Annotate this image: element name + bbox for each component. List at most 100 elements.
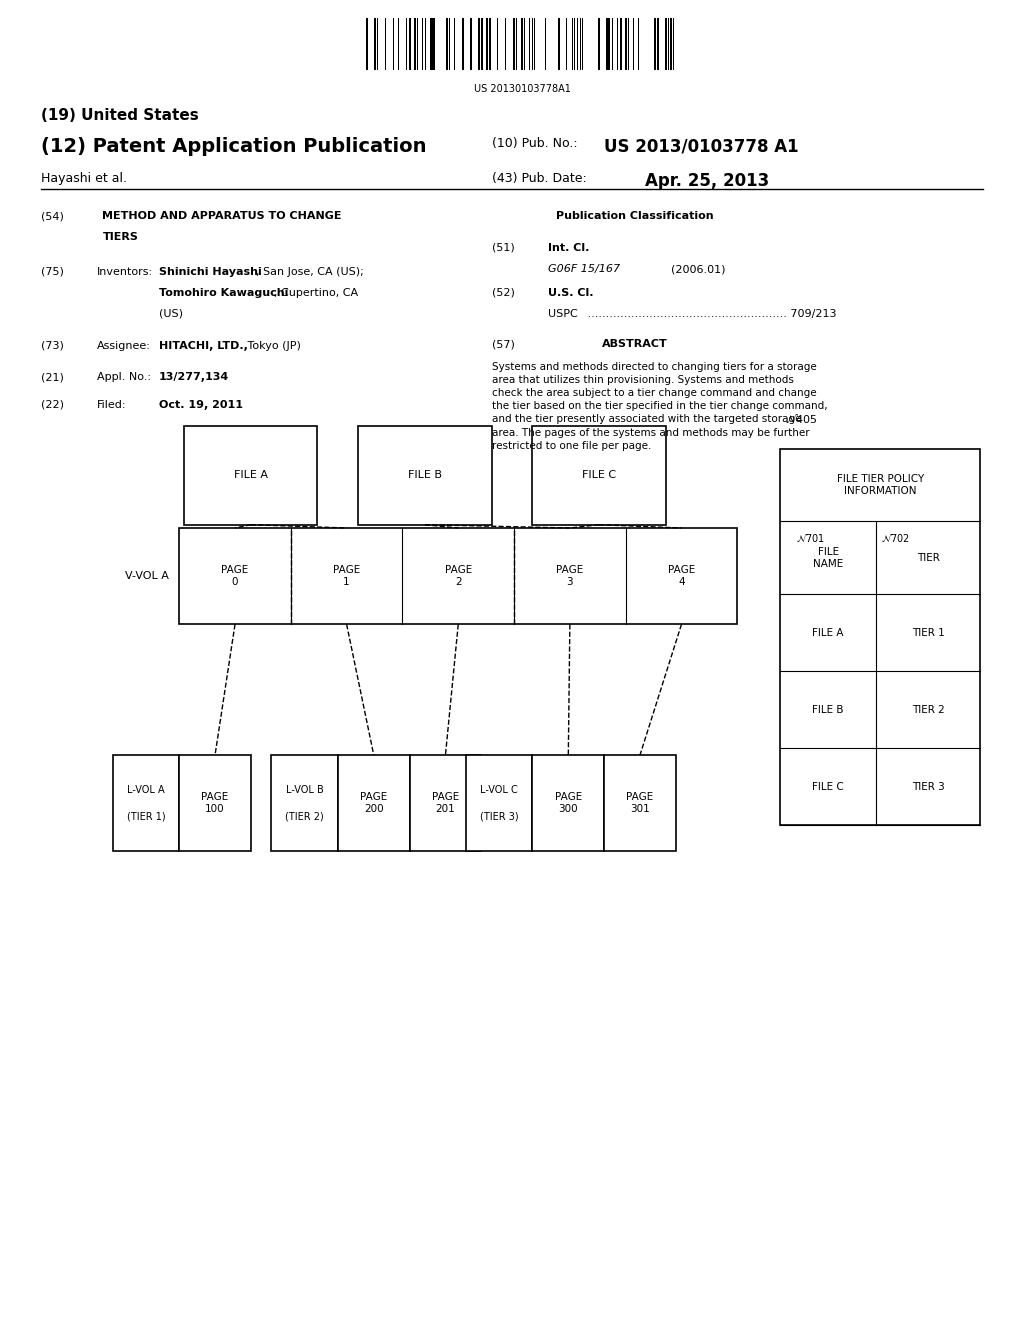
- Text: (22): (22): [41, 400, 63, 411]
- Text: PAGE
4: PAGE 4: [668, 565, 695, 587]
- Bar: [657, 18, 658, 70]
- Text: METHOD AND APPARATUS TO CHANGE: METHOD AND APPARATUS TO CHANGE: [102, 211, 342, 222]
- Text: , San Jose, CA (US);: , San Jose, CA (US);: [256, 267, 364, 277]
- Text: Filed:: Filed:: [97, 400, 127, 411]
- Text: FILE C: FILE C: [812, 781, 844, 792]
- Text: L-VOL C: L-VOL C: [480, 785, 518, 795]
- Text: Oct. 19, 2011: Oct. 19, 2011: [159, 400, 243, 411]
- Bar: [523, 18, 525, 70]
- FancyBboxPatch shape: [466, 755, 532, 851]
- Bar: [521, 18, 522, 70]
- Text: L-VOL A: L-VOL A: [127, 785, 165, 795]
- Text: PAGE
3: PAGE 3: [556, 565, 584, 587]
- Bar: [654, 18, 656, 70]
- FancyBboxPatch shape: [338, 755, 410, 851]
- Text: FILE C: FILE C: [582, 470, 616, 480]
- Text: V-VOL A: V-VOL A: [125, 572, 169, 581]
- Text: (TIER 1): (TIER 1): [127, 812, 165, 821]
- Text: U.S. Cl.: U.S. Cl.: [548, 288, 593, 298]
- Bar: [462, 18, 464, 70]
- Text: TIER: TIER: [916, 553, 939, 562]
- FancyBboxPatch shape: [604, 755, 676, 851]
- FancyBboxPatch shape: [179, 528, 737, 624]
- Bar: [620, 18, 622, 70]
- FancyBboxPatch shape: [780, 449, 980, 825]
- Text: TIER 1: TIER 1: [911, 627, 944, 638]
- Text: ....................................................... 709/213: ........................................…: [584, 309, 837, 319]
- Text: $\mathcal{N}$702: $\mathcal{N}$702: [882, 532, 910, 544]
- Bar: [531, 18, 534, 70]
- Text: Apr. 25, 2013: Apr. 25, 2013: [645, 172, 769, 190]
- Text: (43) Pub. Date:: (43) Pub. Date:: [492, 172, 587, 185]
- Text: PAGE
300: PAGE 300: [555, 792, 582, 814]
- Bar: [625, 18, 627, 70]
- Bar: [628, 18, 629, 70]
- Text: (US): (US): [159, 309, 182, 319]
- FancyBboxPatch shape: [358, 425, 492, 524]
- FancyBboxPatch shape: [532, 755, 604, 851]
- Text: PAGE
201: PAGE 201: [432, 792, 459, 814]
- Text: FILE B: FILE B: [812, 705, 844, 714]
- Text: (54): (54): [41, 211, 63, 222]
- Text: Systems and methods directed to changing tiers for a storage
area that utilizes : Systems and methods directed to changing…: [492, 362, 827, 451]
- FancyBboxPatch shape: [179, 755, 251, 851]
- Bar: [367, 18, 368, 70]
- Text: FILE A: FILE A: [812, 627, 844, 638]
- Bar: [430, 18, 433, 70]
- Text: FILE TIER POLICY
INFORMATION: FILE TIER POLICY INFORMATION: [837, 474, 924, 496]
- Bar: [558, 18, 560, 70]
- Bar: [611, 18, 613, 70]
- Text: TIER 2: TIER 2: [911, 705, 944, 714]
- Text: PAGE
100: PAGE 100: [202, 792, 228, 814]
- Text: (10) Pub. No.:: (10) Pub. No.:: [492, 137, 578, 150]
- Text: PAGE
1: PAGE 1: [333, 565, 360, 587]
- Text: G06F 15/167: G06F 15/167: [548, 264, 620, 275]
- Text: , Cupertino, CA: , Cupertino, CA: [274, 288, 358, 298]
- Text: (57): (57): [492, 339, 514, 350]
- Text: USPC: USPC: [548, 309, 578, 319]
- Text: Inventors:: Inventors:: [97, 267, 154, 277]
- Text: PAGE
301: PAGE 301: [627, 792, 653, 814]
- Text: US 2013/0103778 A1: US 2013/0103778 A1: [604, 137, 799, 156]
- Text: US 20130103778A1: US 20130103778A1: [474, 84, 570, 95]
- FancyBboxPatch shape: [113, 755, 179, 851]
- FancyBboxPatch shape: [532, 425, 666, 524]
- Text: 13/277,134: 13/277,134: [159, 372, 229, 383]
- Text: TIER 3: TIER 3: [911, 781, 944, 792]
- Text: HITACHI, LTD.,: HITACHI, LTD.,: [159, 341, 248, 351]
- FancyBboxPatch shape: [184, 425, 317, 524]
- FancyBboxPatch shape: [410, 755, 481, 851]
- Bar: [486, 18, 487, 70]
- Text: PAGE
2: PAGE 2: [444, 565, 472, 587]
- Text: ABSTRACT: ABSTRACT: [602, 339, 668, 350]
- Text: Tomohiro Kawaguchi: Tomohiro Kawaguchi: [159, 288, 288, 298]
- Bar: [606, 18, 608, 70]
- Text: (19) United States: (19) United States: [41, 108, 199, 123]
- Text: Int. Cl.: Int. Cl.: [548, 243, 589, 253]
- Text: PAGE
0: PAGE 0: [221, 565, 249, 587]
- Text: (TIER 3): (TIER 3): [480, 812, 518, 821]
- Text: (12) Patent Application Publication: (12) Patent Application Publication: [41, 137, 426, 156]
- Text: $\mathcal{N}$405: $\mathcal{N}$405: [785, 412, 818, 425]
- Text: PAGE
200: PAGE 200: [360, 792, 387, 814]
- Text: TIERS: TIERS: [102, 232, 138, 243]
- Bar: [433, 18, 435, 70]
- Text: $\mathcal{N}$701: $\mathcal{N}$701: [796, 532, 824, 544]
- Text: (75): (75): [41, 267, 63, 277]
- Text: (52): (52): [492, 288, 514, 298]
- Text: Appl. No.:: Appl. No.:: [97, 372, 152, 383]
- Bar: [478, 18, 480, 70]
- Text: Hayashi et al.: Hayashi et al.: [41, 172, 127, 185]
- Bar: [665, 18, 668, 70]
- Text: FILE B: FILE B: [408, 470, 442, 480]
- Text: FILE
NAME: FILE NAME: [813, 546, 844, 569]
- Text: Publication Classification: Publication Classification: [556, 211, 714, 222]
- Text: Tokyo (JP): Tokyo (JP): [244, 341, 301, 351]
- Text: (21): (21): [41, 372, 63, 383]
- Text: Shinichi Hayashi: Shinichi Hayashi: [159, 267, 261, 277]
- Bar: [668, 18, 670, 70]
- Text: (TIER 2): (TIER 2): [286, 812, 324, 821]
- Bar: [571, 18, 573, 70]
- Bar: [580, 18, 582, 70]
- Text: (73): (73): [41, 341, 63, 351]
